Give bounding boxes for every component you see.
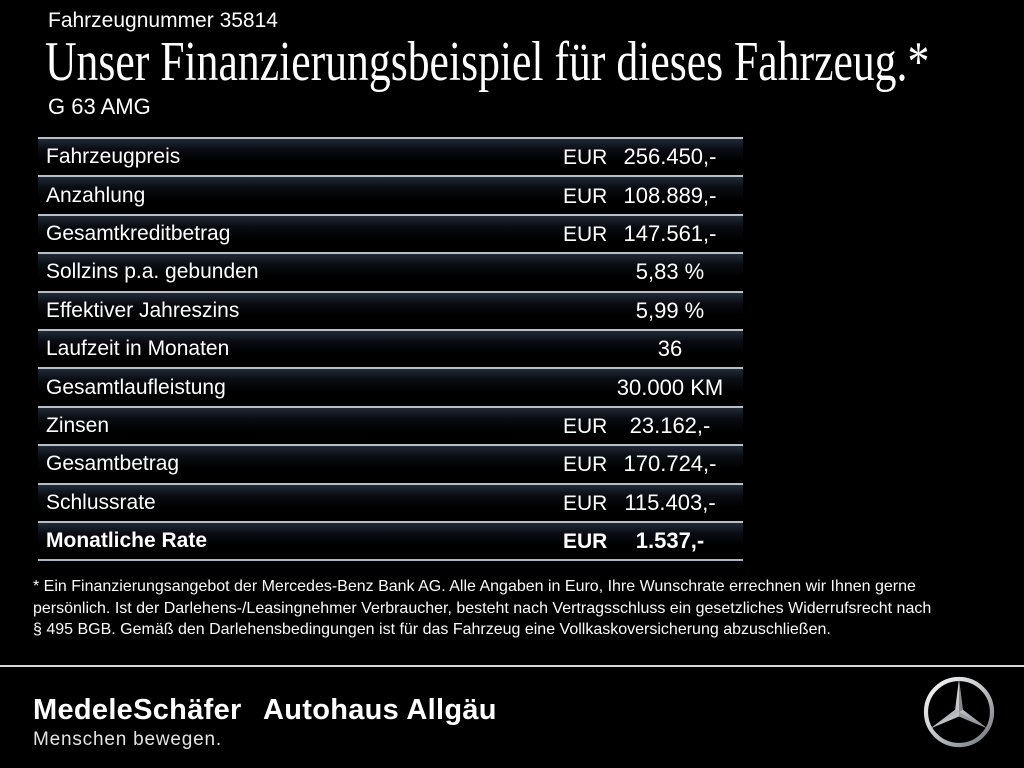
table-row: Gesamtbetrag EUR 170.724,- (38, 444, 743, 483)
row-value: 36 (657, 336, 683, 362)
vehicle-number: Fahrzeugnummer 35814 (48, 9, 278, 32)
row-label: Laufzeit in Monaten (46, 337, 230, 361)
row-currency: EUR (563, 530, 608, 554)
row-label: Gesamtbetrag (46, 452, 180, 476)
row-value: 256.450,- (623, 144, 717, 170)
table-row: Anzahlung EUR 108.889,- (38, 175, 743, 214)
finance-table: Fahrzeugpreis EUR 256.450,- Anzahlung EUR 108… (38, 137, 743, 562)
row-label: Zinsen (46, 413, 110, 437)
footnote: * Ein Finanzierungsangebot der Mercedes-… (33, 576, 993, 641)
dealer-slogan: Menschen bewegen. (33, 729, 222, 750)
row-label: Monatliche Rate (46, 529, 208, 553)
row-currency: EUR (563, 184, 608, 208)
row-value-group: EUR 23.162,- (563, 413, 743, 439)
row-value-group: EUR 256.450,- (563, 144, 743, 170)
dealer-logo-autohaus-allgaeu: Autohaus Allgäu (263, 694, 497, 726)
row-value-group: EUR 115.403,- (563, 490, 743, 516)
row-value: 170.724,- (623, 451, 717, 477)
row-value: 5,83 % (635, 259, 705, 285)
footnote-line: § 495 BGB. Gemäß den Darlehensbedingunge… (33, 621, 831, 638)
dealer-logo-medele-schaefer: MedeleSchäfer (33, 694, 242, 726)
row-currency: EUR (563, 414, 608, 438)
row-label: Gesamtlaufleistung (46, 375, 226, 399)
row-value: 1.537,- (635, 528, 705, 554)
row-currency: EUR (563, 146, 608, 170)
row-label: Effektiver Jahreszins (46, 298, 240, 322)
row-currency: EUR (563, 222, 608, 246)
row-label: Sollzins p.a. gebunden (46, 260, 259, 284)
row-currency: EUR (563, 491, 608, 515)
footnote-line: * Ein Finanzierungsangebot der Mercedes-… (33, 578, 916, 595)
row-value-group: EUR 1.537,- (563, 528, 743, 554)
row-value: 147.561,- (623, 220, 717, 246)
row-value-group: EUR 147.561,- (563, 221, 743, 247)
footnote-line: persönlich. Ist der Darlehens-/Leasingne… (33, 599, 932, 617)
row-label: Schlussrate (46, 490, 156, 514)
table-row: Effektiver Jahreszins 5,99 % (38, 290, 743, 329)
table-row: Zinsen EUR 23.162,- (38, 405, 743, 445)
row-label: Fahrzeugpreis (46, 145, 181, 169)
footer-divider (0, 665, 1024, 667)
row-value-group: EUR 170.724,- (563, 451, 743, 477)
row-value-group: 36 (563, 336, 743, 362)
table-row: Gesamtkreditbetrag EUR 147.561,- (38, 213, 743, 253)
row-value-group: 5,99 % (563, 298, 743, 324)
row-value-group: EUR 108.889,- (563, 183, 743, 209)
row-value: 108.889,- (623, 182, 717, 208)
page-title: Unser Finanzierungsbeispiel für dieses F… (45, 31, 930, 93)
table-row: Laufzeit in Monaten 36 (38, 328, 743, 368)
table-row: Fahrzeugpreis EUR 256.450,- (38, 137, 743, 176)
table-row: Schlussrate EUR 115.403,- (38, 482, 743, 521)
row-value: 115.403,- (624, 489, 716, 515)
vehicle-model: G 63 AMG (48, 94, 151, 119)
row-value-group: 30.000 KM (563, 375, 743, 401)
row-currency: EUR (563, 453, 608, 477)
row-label: Gesamtkreditbetrag (46, 221, 231, 245)
table-row: Monatliche Rate EUR 1.537,- (38, 520, 743, 560)
row-value: 30.000 KM (616, 374, 724, 400)
row-label: Anzahlung (46, 183, 146, 207)
table-row: Gesamtlaufleistung 30.000 KM (38, 367, 743, 406)
mercedes-star-icon (923, 676, 995, 748)
row-value: 5,99 % (635, 297, 705, 323)
table-row: Sollzins p.a. gebunden 5,83 % (38, 252, 743, 291)
row-value-group: 5,83 % (563, 259, 743, 285)
row-value: 23.162,- (629, 412, 711, 438)
